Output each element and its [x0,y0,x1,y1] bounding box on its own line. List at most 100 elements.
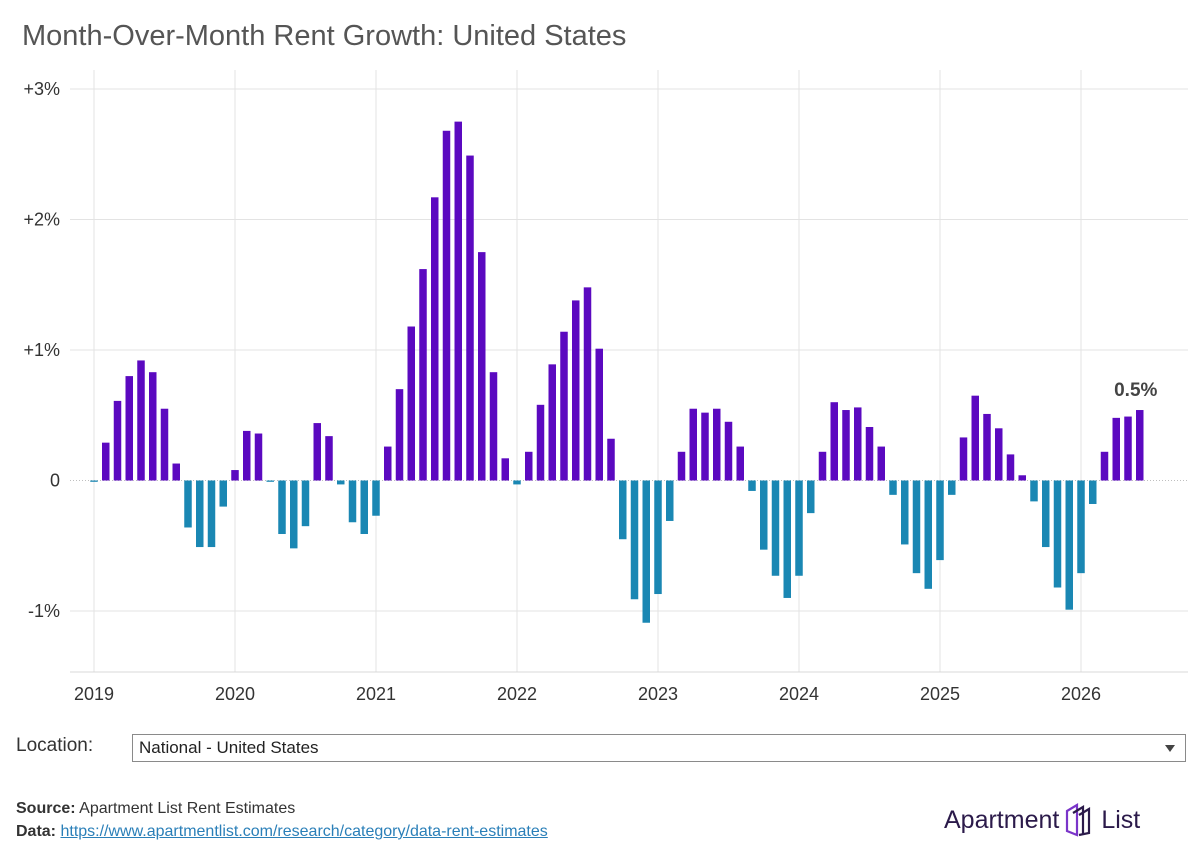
y-tick-label: +3% [23,79,60,99]
bar [877,446,885,481]
bar [501,458,509,481]
x-tick-label: 2023 [638,684,678,704]
bar [936,480,944,561]
location-filter-label: Location: [16,735,94,756]
bar [760,480,768,550]
data-link[interactable]: https://www.apartmentlist.com/research/c… [60,823,548,840]
bar [607,438,615,481]
bar [254,433,263,481]
bar [572,300,580,481]
bar [995,428,1003,481]
bar [313,423,321,481]
bar [701,412,709,481]
bar [525,451,533,481]
bar [1006,454,1015,481]
x-tick-label: 2019 [74,684,114,704]
bar [560,331,568,481]
bar [431,197,439,481]
bar [666,480,674,521]
bar [854,407,862,481]
bar [419,269,427,481]
bar [219,480,227,507]
bar [1124,416,1132,481]
bar [818,451,827,481]
bar [1030,480,1038,502]
bar [184,480,192,528]
bar [889,480,897,495]
bar [1136,410,1144,481]
bar [278,480,286,535]
bar [842,410,850,481]
bar [642,480,650,623]
bar [149,372,157,481]
bar [290,480,298,549]
bar [583,287,592,481]
location-dropdown-value: National - United States [139,738,319,757]
bar [948,480,956,495]
source-text: Apartment List Rent Estimates [79,800,296,817]
bar [630,480,639,600]
bar [160,408,169,481]
bar [724,421,733,481]
rent-growth-chart: +3% +2% +1% 0 -1% 2019 2020 2021 2022 2023 2024 202… [23,70,1188,704]
latest-value-label: 0.5% [1114,380,1157,401]
bar [360,480,368,535]
bar [713,408,721,481]
bar [478,252,486,481]
bar [196,480,204,548]
bar [983,413,991,481]
bar [1018,475,1026,481]
source-line: Source: Apartment List Rent Estimates [16,800,295,818]
bar [536,404,545,481]
bar [748,480,756,491]
bar [1089,480,1097,504]
bar [337,480,345,485]
bar [90,480,98,482]
apartment-list-logo[interactable]: Apartment List [944,800,1140,840]
bar [912,480,921,574]
building-icon [1066,803,1091,837]
location-dropdown[interactable]: National - United States [132,734,1186,762]
bar [1100,451,1109,481]
bar [924,480,932,589]
bar [865,426,874,481]
bar [442,130,451,481]
bar [207,480,216,548]
bar [548,364,556,481]
bar [325,436,333,481]
bar [1042,480,1050,548]
data-line: Data: https://www.apartmentlist.com/rese… [16,823,548,841]
bar [266,480,274,482]
bar [172,463,180,481]
bar [654,480,662,595]
x-tick-label: 2025 [920,684,960,704]
y-tick-label: -1% [28,601,60,621]
x-tick-label: 2022 [497,684,537,704]
y-tick-label: 0 [50,471,60,491]
bar [113,400,122,481]
x-tick-label: 2026 [1061,684,1101,704]
bar [384,446,392,481]
bar [1077,480,1085,574]
bar [513,480,521,485]
y-tick-label: +2% [23,210,60,230]
x-tick-label: 2024 [779,684,819,704]
bar [395,389,404,481]
bar [407,326,415,481]
y-tick-label: +1% [23,340,60,360]
bar [959,437,968,481]
bar [348,480,357,523]
bar [619,480,627,540]
bar [231,470,239,481]
bar [372,480,380,516]
bar [771,480,780,576]
chevron-down-icon [1165,744,1175,752]
bar [971,395,979,481]
bar [901,480,909,545]
bar [489,372,498,481]
bar [689,408,697,481]
bar [454,121,462,481]
chart-title: Month-Over-Month Rent Growth: United Sta… [22,20,627,52]
bar [595,348,603,481]
x-tick-label: 2021 [356,684,396,704]
